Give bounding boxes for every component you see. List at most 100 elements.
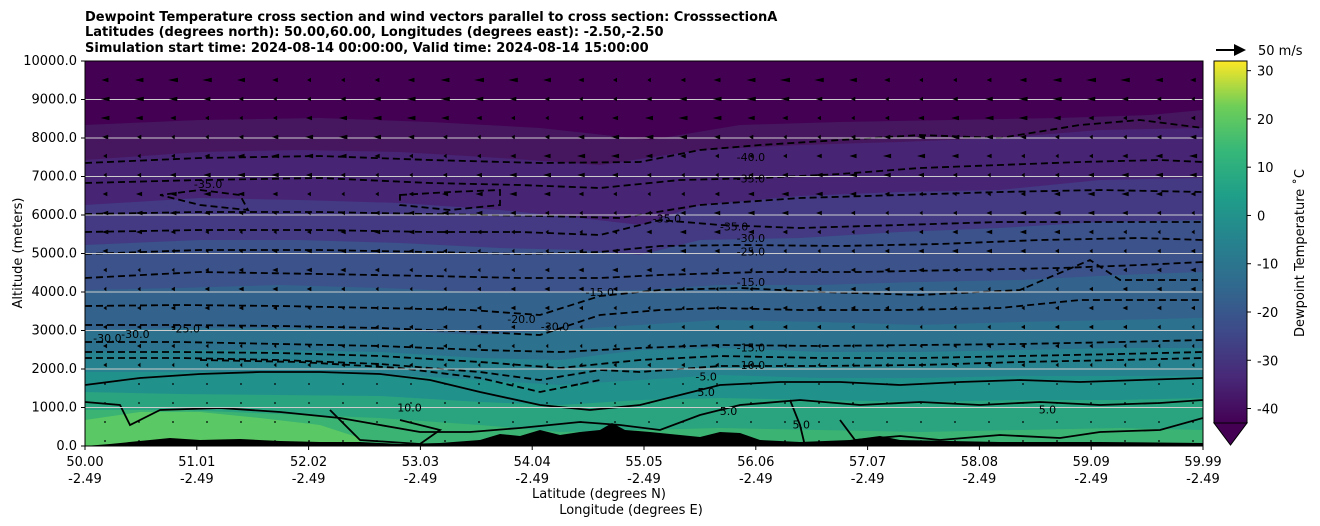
colorbar-ticks: -40 -30 -20 -10 0 10 20 30: [1247, 65, 1278, 418]
wind-vector: [272, 77, 278, 83]
y-tick-label: 9000.0: [32, 93, 78, 108]
wind-vector: [340, 267, 346, 273]
wind-vector: [443, 153, 447, 159]
wind-vector: [374, 210, 380, 216]
wind-vector: [1089, 267, 1093, 273]
wind-vector: [1087, 191, 1095, 197]
x-tick-label-lat: 56.06: [737, 455, 774, 470]
wind-vector: [750, 402, 752, 404]
x-tick-label-lat: 59.09: [1073, 455, 1110, 470]
wind-vector: [1156, 134, 1162, 140]
wind-vector: [953, 324, 957, 330]
wind-vector: [1157, 324, 1161, 330]
wind-vector: [918, 248, 924, 254]
wind-vector: [172, 383, 174, 385]
wind-vector: [1055, 153, 1059, 159]
wind-vector: [443, 362, 447, 368]
wind-vector: [716, 421, 718, 423]
wind-vector: [544, 305, 550, 311]
wind-vectors: [100, 77, 1198, 442]
x-tick-label-lat: 53.03: [402, 455, 439, 470]
wind-vector: [682, 421, 684, 423]
wind-vector: [406, 96, 416, 102]
wind-vector: [576, 153, 586, 159]
wind-vector: [953, 210, 957, 216]
wind-vector: [646, 267, 652, 273]
wind-vector: [305, 172, 313, 178]
contour-label: -35.0: [653, 213, 681, 226]
wind-vector: [442, 248, 448, 254]
terrain-silhouette: [85, 423, 1203, 446]
wind-vector: [168, 77, 178, 83]
wind-vector: [1053, 210, 1061, 216]
wind-vector: [919, 343, 923, 349]
wind-vector: [882, 153, 892, 159]
wind-vector: [171, 248, 175, 254]
wind-vector: [953, 286, 957, 292]
wind-vector: [748, 134, 754, 140]
wind-vector: [578, 267, 584, 273]
wind-vector: [816, 324, 822, 330]
wind-vector: [101, 134, 109, 140]
wind-vector: [715, 172, 719, 178]
wind-vector: [782, 305, 788, 311]
wind-vector: [1157, 362, 1161, 368]
contour-label: -15.0: [737, 342, 765, 355]
wind-vector: [614, 440, 616, 442]
wind-vector: [476, 305, 482, 311]
wind-vector: [988, 383, 990, 385]
wind-vector: [168, 96, 178, 102]
wind-vector: [1088, 305, 1094, 311]
wind-vector: [746, 96, 756, 102]
wind-vector: [851, 229, 855, 235]
wind-vector: [440, 96, 450, 102]
wind-vector: [715, 153, 719, 159]
wind-vector: [680, 77, 686, 83]
wind-vector: [613, 96, 617, 102]
wind-vector: [477, 362, 481, 368]
wind-vector: [746, 77, 756, 83]
wind-vector: [985, 229, 993, 235]
wind-vector: [544, 286, 550, 292]
wind-vector: [373, 96, 381, 102]
wind-vector: [920, 440, 922, 442]
wind-vector: [340, 96, 346, 102]
wind-vector: [1088, 229, 1094, 235]
wind-vector: [543, 191, 551, 197]
wind-vector: [851, 115, 855, 121]
wind-vector: [511, 362, 515, 368]
wind-vector: [783, 248, 787, 254]
wind-vector: [511, 248, 515, 254]
wind-vector: [342, 421, 344, 423]
wind-vector: [341, 343, 345, 349]
wind-vector: [852, 402, 854, 404]
wind-vector: [954, 383, 956, 385]
wind-vector: [1019, 210, 1027, 216]
wind-vector: [850, 210, 856, 216]
wind-vector: [679, 229, 687, 235]
colorbar-tick-label: 30: [1257, 65, 1274, 80]
wind-vector: [441, 210, 449, 216]
wind-vector: [306, 286, 312, 292]
colorbar: -40 -30 -20 -10 0 10 20 30 Dewpoint Temperature…: [1213, 60, 1308, 446]
wind-vector: [509, 191, 517, 197]
wind-vector: [374, 267, 380, 273]
contour-label: -30.0: [121, 328, 149, 341]
chart-title-line-2: Latitudes (degrees north): 50.00,60.00, …: [85, 25, 664, 40]
wind-vector: [951, 248, 959, 254]
wind-vector: [986, 153, 992, 159]
wind-vector: [1123, 248, 1127, 254]
wind-vector: [851, 362, 855, 368]
wind-vector: [340, 229, 346, 235]
wind-vector: [237, 153, 245, 159]
wind-vector: [376, 383, 378, 385]
wind-vector: [784, 421, 786, 423]
wind-vector: [342, 440, 344, 442]
wind-vector: [102, 248, 108, 254]
wind-vector: [203, 191, 211, 197]
wind-vector: [272, 305, 278, 311]
wind-vector: [579, 362, 583, 368]
wind-vector: [474, 77, 484, 83]
wind-vector: [375, 324, 379, 330]
